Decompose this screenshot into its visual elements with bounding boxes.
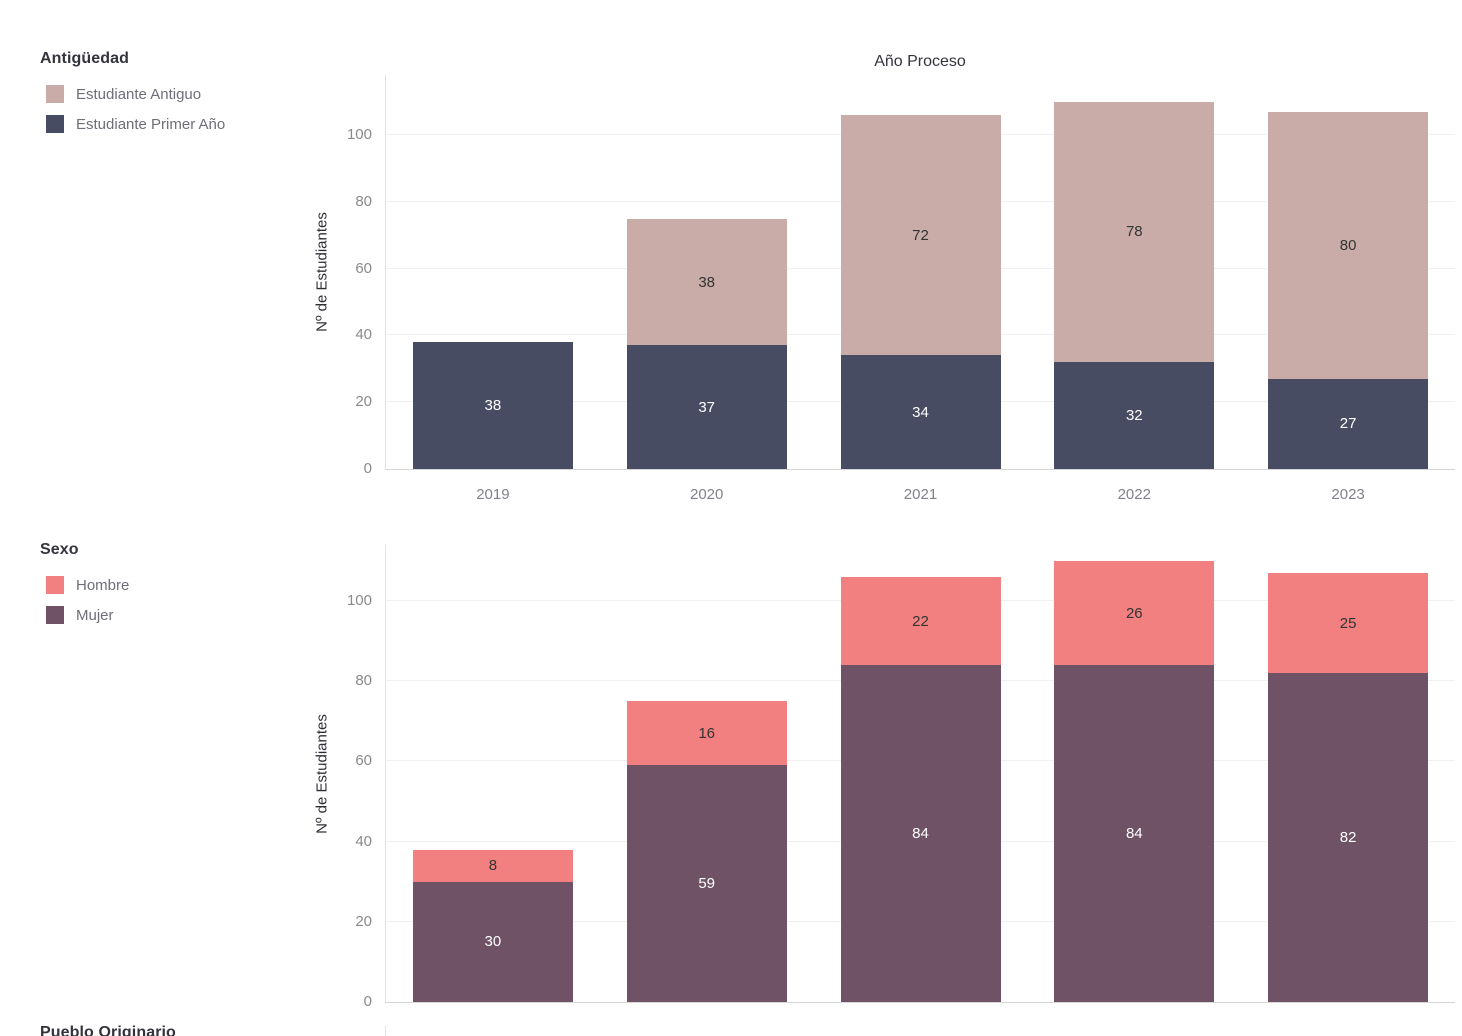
bar-segment-estudiante-primer-ano-2023[interactable]: 27 [1268, 378, 1429, 469]
bar-segment-estudiante-antiguo-2023[interactable]: 80 [1268, 111, 1429, 379]
bar-segment-hombre-2021[interactable]: 22 [840, 577, 1001, 666]
bar-value-label: 38 [484, 397, 502, 415]
bar-value-label: 59 [698, 875, 716, 893]
bar-segment-mujer-2019[interactable]: 30 [412, 881, 573, 1002]
bar-value-label: 72 [912, 226, 929, 244]
y-axis-tick-label: 80 [355, 672, 372, 690]
bar-segment-mujer-2020[interactable]: 59 [626, 765, 787, 1002]
bar-segment-hombre-2022[interactable]: 26 [1054, 561, 1215, 666]
y-axis-tick-label: 0 [363, 460, 372, 477]
legend-antiguedad-title: Antigüedad [40, 50, 129, 67]
chart-title-ano-proceso: Año Proceso [874, 53, 966, 70]
legend-item-estudiante-primer-ano[interactable]: Estudiante Primer Año [40, 109, 225, 139]
bar-value-label: 16 [698, 724, 716, 742]
legend-item-estudiante-antiguo[interactable]: Estudiante Antiguo [40, 79, 225, 109]
x-axis-tick-label-2022: 2022 [1117, 486, 1151, 503]
bar-value-label: 22 [912, 612, 929, 630]
legend-label: Mujer [76, 606, 114, 624]
y-axis-tick-label: 100 [346, 592, 372, 610]
legend-sexo: Sexo Hombre Mujer [40, 541, 129, 630]
y-axis-tick-label: 60 [355, 259, 372, 277]
bar-value-label: 8 [488, 857, 498, 875]
y-axis-tick-label: 40 [355, 832, 372, 850]
legend-pueblo-originario-title: Pueblo Originario [40, 1024, 176, 1036]
legend-swatch-estudiante-primer-ano [46, 115, 64, 133]
bar-segment-estudiante-primer-ano-2022[interactable]: 32 [1054, 362, 1215, 469]
x-axis-tick-label-2023: 2023 [1331, 486, 1365, 503]
bar-segment-hombre-2019[interactable]: 8 [412, 849, 573, 882]
y-axis-tick-label: 0 [363, 993, 372, 1010]
y-axis-label-bottom: Nº de Estudiantes [313, 714, 331, 834]
bar-segment-estudiante-primer-ano-2020[interactable]: 37 [626, 345, 787, 469]
antiguedad-stacked-bar-chart: 0 20 40 60 80 100 38 2019 37 38 2020 34 72 2021 32 78 20… [347, 75, 1455, 503]
bar-segment-mujer-2022[interactable]: 84 [1054, 665, 1215, 1002]
bar-value-label: 38 [698, 273, 716, 291]
bar-value-label: 80 [1339, 236, 1357, 254]
bar-value-label: 26 [1125, 604, 1143, 622]
bar-value-label: 25 [1339, 614, 1357, 632]
bar-value-label: 84 [1125, 825, 1143, 843]
legend-label: Estudiante Antiguo [76, 85, 202, 103]
y-axis-tick-label: 20 [355, 393, 372, 411]
x-axis-tick-label-2020: 2020 [690, 486, 724, 503]
legend-swatch-hombre [46, 576, 64, 594]
bar-segment-mujer-2023[interactable]: 82 [1268, 673, 1429, 1002]
legend-antiguedad: Antigüedad Estudiante Antiguo Estudiante… [40, 50, 225, 139]
bar-segment-estudiante-primer-ano-2019[interactable]: 38 [412, 342, 573, 469]
legend-label: Hombre [76, 576, 130, 594]
bar-value-label: 78 [1125, 223, 1143, 241]
x-axis-tick-label-2021: 2021 [903, 486, 938, 503]
sexo-stacked-bar-chart: 0 20 40 60 80 100 30 8 59 16 84 22 84 26 82 25 [347, 545, 1455, 1010]
bar-value-label: 32 [1125, 407, 1143, 425]
y-axis-tick-label: 40 [355, 326, 372, 344]
legend-item-mujer[interactable]: Mujer [40, 600, 129, 630]
next-chart-axis-fragment [385, 1026, 386, 1036]
bar-value-label: 84 [912, 825, 929, 843]
x-axis-tick-label-2019: 2019 [476, 486, 510, 503]
y-axis-tick-label: 100 [346, 126, 372, 144]
legend-label: Estudiante Primer Año [76, 115, 226, 133]
bar-value-label: 27 [1339, 415, 1357, 433]
bar-segment-hombre-2023[interactable]: 25 [1268, 573, 1429, 674]
bar-segment-estudiante-antiguo-2020[interactable]: 38 [626, 218, 787, 346]
bar-segment-estudiante-primer-ano-2021[interactable]: 34 [840, 355, 1001, 469]
legend-pueblo-originario: Pueblo Originario [40, 1024, 176, 1036]
bar-segment-mujer-2021[interactable]: 84 [840, 665, 1001, 1002]
bar-segment-estudiante-antiguo-2022[interactable]: 78 [1054, 101, 1215, 363]
y-axis-tick-label: 80 [355, 192, 372, 210]
legend-swatch-mujer [46, 606, 64, 624]
y-axis-tick-label: 20 [355, 912, 372, 930]
bar-value-label: 34 [912, 403, 929, 421]
legend-swatch-estudiante-antiguo [46, 85, 64, 103]
bar-value-label: 30 [484, 933, 502, 951]
legend-sexo-title: Sexo [40, 541, 79, 558]
bar-segment-estudiante-antiguo-2021[interactable]: 72 [840, 115, 1001, 356]
bar-value-label: 82 [1339, 829, 1357, 847]
y-axis-tick-label: 60 [355, 752, 372, 770]
bar-segment-hombre-2020[interactable]: 16 [626, 701, 787, 766]
bar-value-label: 37 [698, 398, 716, 416]
legend-item-hombre[interactable]: Hombre [40, 570, 129, 600]
